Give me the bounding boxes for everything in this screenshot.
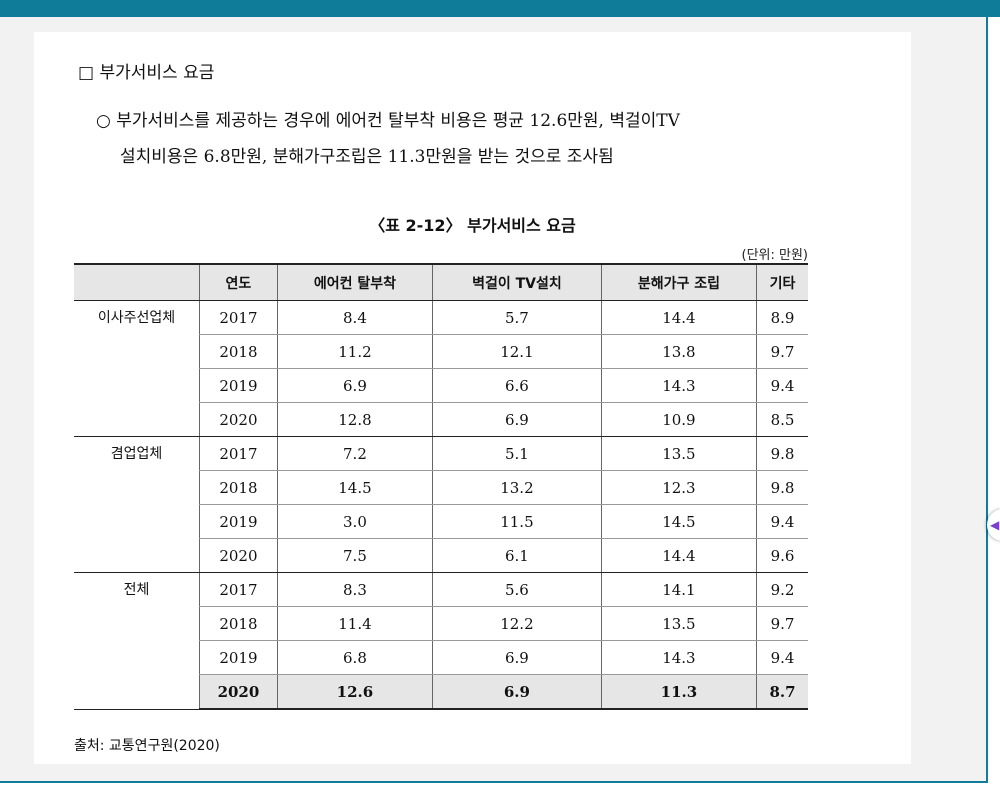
unit-note: (단위: 만원): [741, 248, 809, 263]
value-cell: 6.8: [276, 640, 433, 675]
value-cell: 8.9: [755, 300, 808, 335]
table-caption: 〈표 2-12〉 부가서비스 요금: [369, 216, 576, 235]
table-row: 2018 14.5 13.2 12.3 9.8: [74, 470, 808, 505]
value-cell: 9.8: [755, 470, 808, 505]
value-cell: 8.5: [755, 402, 808, 437]
value-cell: 9.4: [755, 504, 808, 539]
header-cell: 기타: [755, 263, 808, 301]
year-cell: 2017: [199, 572, 278, 607]
value-cell: 9.2: [755, 572, 808, 607]
section-heading: □ 부가서비스 요금: [78, 63, 215, 83]
value-cell: 5.7: [432, 300, 602, 335]
value-cell: 8.7: [755, 674, 808, 710]
viewer-top-bar: [0, 0, 1000, 17]
value-cell: 8.3: [276, 572, 433, 607]
value-cell: 7.2: [276, 436, 433, 471]
value-cell: 6.6: [432, 368, 602, 403]
value-cell: 13.2: [432, 470, 602, 505]
header-cell: [74, 263, 200, 301]
value-cell: 11.4: [276, 606, 433, 641]
year-cell: 2020: [199, 538, 278, 573]
header-cell: 에어컨 탈부착: [276, 263, 433, 301]
table-row: 2020 12.8 6.9 10.9 8.5: [74, 402, 808, 437]
value-cell: 5.6: [432, 572, 602, 607]
value-cell: 5.1: [432, 436, 602, 471]
year-cell: 2018: [199, 606, 278, 641]
value-cell: 9.7: [755, 334, 808, 369]
value-cell: 14.3: [600, 640, 757, 675]
year-cell: 2020: [199, 674, 278, 710]
header-cell: 연도: [199, 263, 278, 301]
value-cell: 9.8: [755, 436, 808, 471]
value-cell: 7.5: [276, 538, 433, 573]
value-cell: 6.1: [432, 538, 602, 573]
year-cell: 2019: [199, 504, 278, 539]
year-cell: 2019: [199, 368, 278, 403]
chevron-left-icon[interactable]: ◀: [987, 509, 1000, 541]
value-cell: 11.3: [600, 674, 757, 710]
header-cell: 분해가구 조립: [600, 263, 757, 301]
table-row: 전체 2017 8.3 5.6 14.1 9.2: [74, 572, 808, 710]
value-cell: 12.2: [432, 606, 602, 641]
year-cell: 2017: [199, 300, 278, 335]
bullet-line-1: ○ 부가서비스를 제공하는 경우에 에어컨 탈부착 비용은 평균 12.6만원,…: [96, 111, 680, 131]
value-cell: 14.3: [600, 368, 757, 403]
year-cell: 2017: [199, 436, 278, 471]
year-cell: 2018: [199, 470, 278, 505]
header-cell: 벽걸이 TV설치: [432, 263, 602, 301]
value-cell: 14.1: [600, 572, 757, 607]
group-label: 전체: [74, 572, 200, 710]
value-cell: 11.5: [432, 504, 602, 539]
value-cell: 12.1: [432, 334, 602, 369]
value-cell: 12.3: [600, 470, 757, 505]
value-cell: 9.7: [755, 606, 808, 641]
year-cell: 2020: [199, 402, 278, 437]
table-row: 2020 12.6 6.9 11.3 8.7: [74, 674, 808, 710]
table-row: 2019 6.9 6.6 14.3 9.4: [74, 368, 808, 403]
group-label: 이사주선업체: [74, 300, 200, 437]
value-cell: 6.9: [432, 402, 602, 437]
value-cell: 9.4: [755, 368, 808, 403]
year-cell: 2018: [199, 334, 278, 369]
value-cell: 3.0: [276, 504, 433, 539]
bullet-line-2: 설치비용은 6.8만원, 분해가구조립은 11.3만원을 받는 것으로 조사됨: [120, 147, 614, 167]
value-cell: 6.9: [276, 368, 433, 403]
value-cell: 13.8: [600, 334, 757, 369]
value-cell: 13.5: [600, 436, 757, 471]
value-cell: 6.9: [432, 640, 602, 675]
year-cell: 2019: [199, 640, 278, 675]
value-cell: 13.5: [600, 606, 757, 641]
table-header-row: 연도 에어컨 탈부착 벽걸이 TV설치 분해가구 조립 기타: [74, 263, 808, 301]
table-row: 2020 7.5 6.1 14.4 9.6: [74, 538, 808, 573]
value-cell: 12.6: [276, 674, 433, 710]
table-row: 겸업업체 2017 7.2 5.1 13.5 9.8: [74, 436, 808, 573]
bullet-paragraph: ○ 부가서비스를 제공하는 경우에 에어컨 탈부착 비용은 평균 12.6만원,…: [96, 103, 826, 175]
value-cell: 9.6: [755, 538, 808, 573]
source-note: 출처: 교통연구원(2020): [74, 738, 220, 754]
value-cell: 14.4: [600, 538, 757, 573]
table-row: 2019 6.8 6.9 14.3 9.4: [74, 640, 808, 675]
value-cell: 6.9: [432, 674, 602, 710]
value-cell: 12.8: [276, 402, 433, 437]
table-row: 2018 11.4 12.2 13.5 9.7: [74, 606, 808, 641]
group-label: 겸업업체: [74, 436, 200, 573]
fee-table: 연도 에어컨 탈부착 벽걸이 TV설치 분해가구 조립 기타 이사주선업체 201…: [74, 263, 808, 710]
table-body: 이사주선업체 2017 8.4 5.7 14.4 8.9 2018 11.2 12.1 13.8 9…: [74, 300, 808, 710]
value-cell: 8.4: [276, 300, 433, 335]
table-row: 2019 3.0 11.5 14.5 9.4: [74, 504, 808, 539]
value-cell: 9.4: [755, 640, 808, 675]
value-cell: 14.4: [600, 300, 757, 335]
table-row: 이사주선업체 2017 8.4 5.7 14.4 8.9: [74, 300, 808, 437]
table-row: 2018 11.2 12.1 13.8 9.7: [74, 334, 808, 369]
value-cell: 11.2: [276, 334, 433, 369]
value-cell: 14.5: [276, 470, 433, 505]
value-cell: 14.5: [600, 504, 757, 539]
value-cell: 10.9: [600, 402, 757, 437]
